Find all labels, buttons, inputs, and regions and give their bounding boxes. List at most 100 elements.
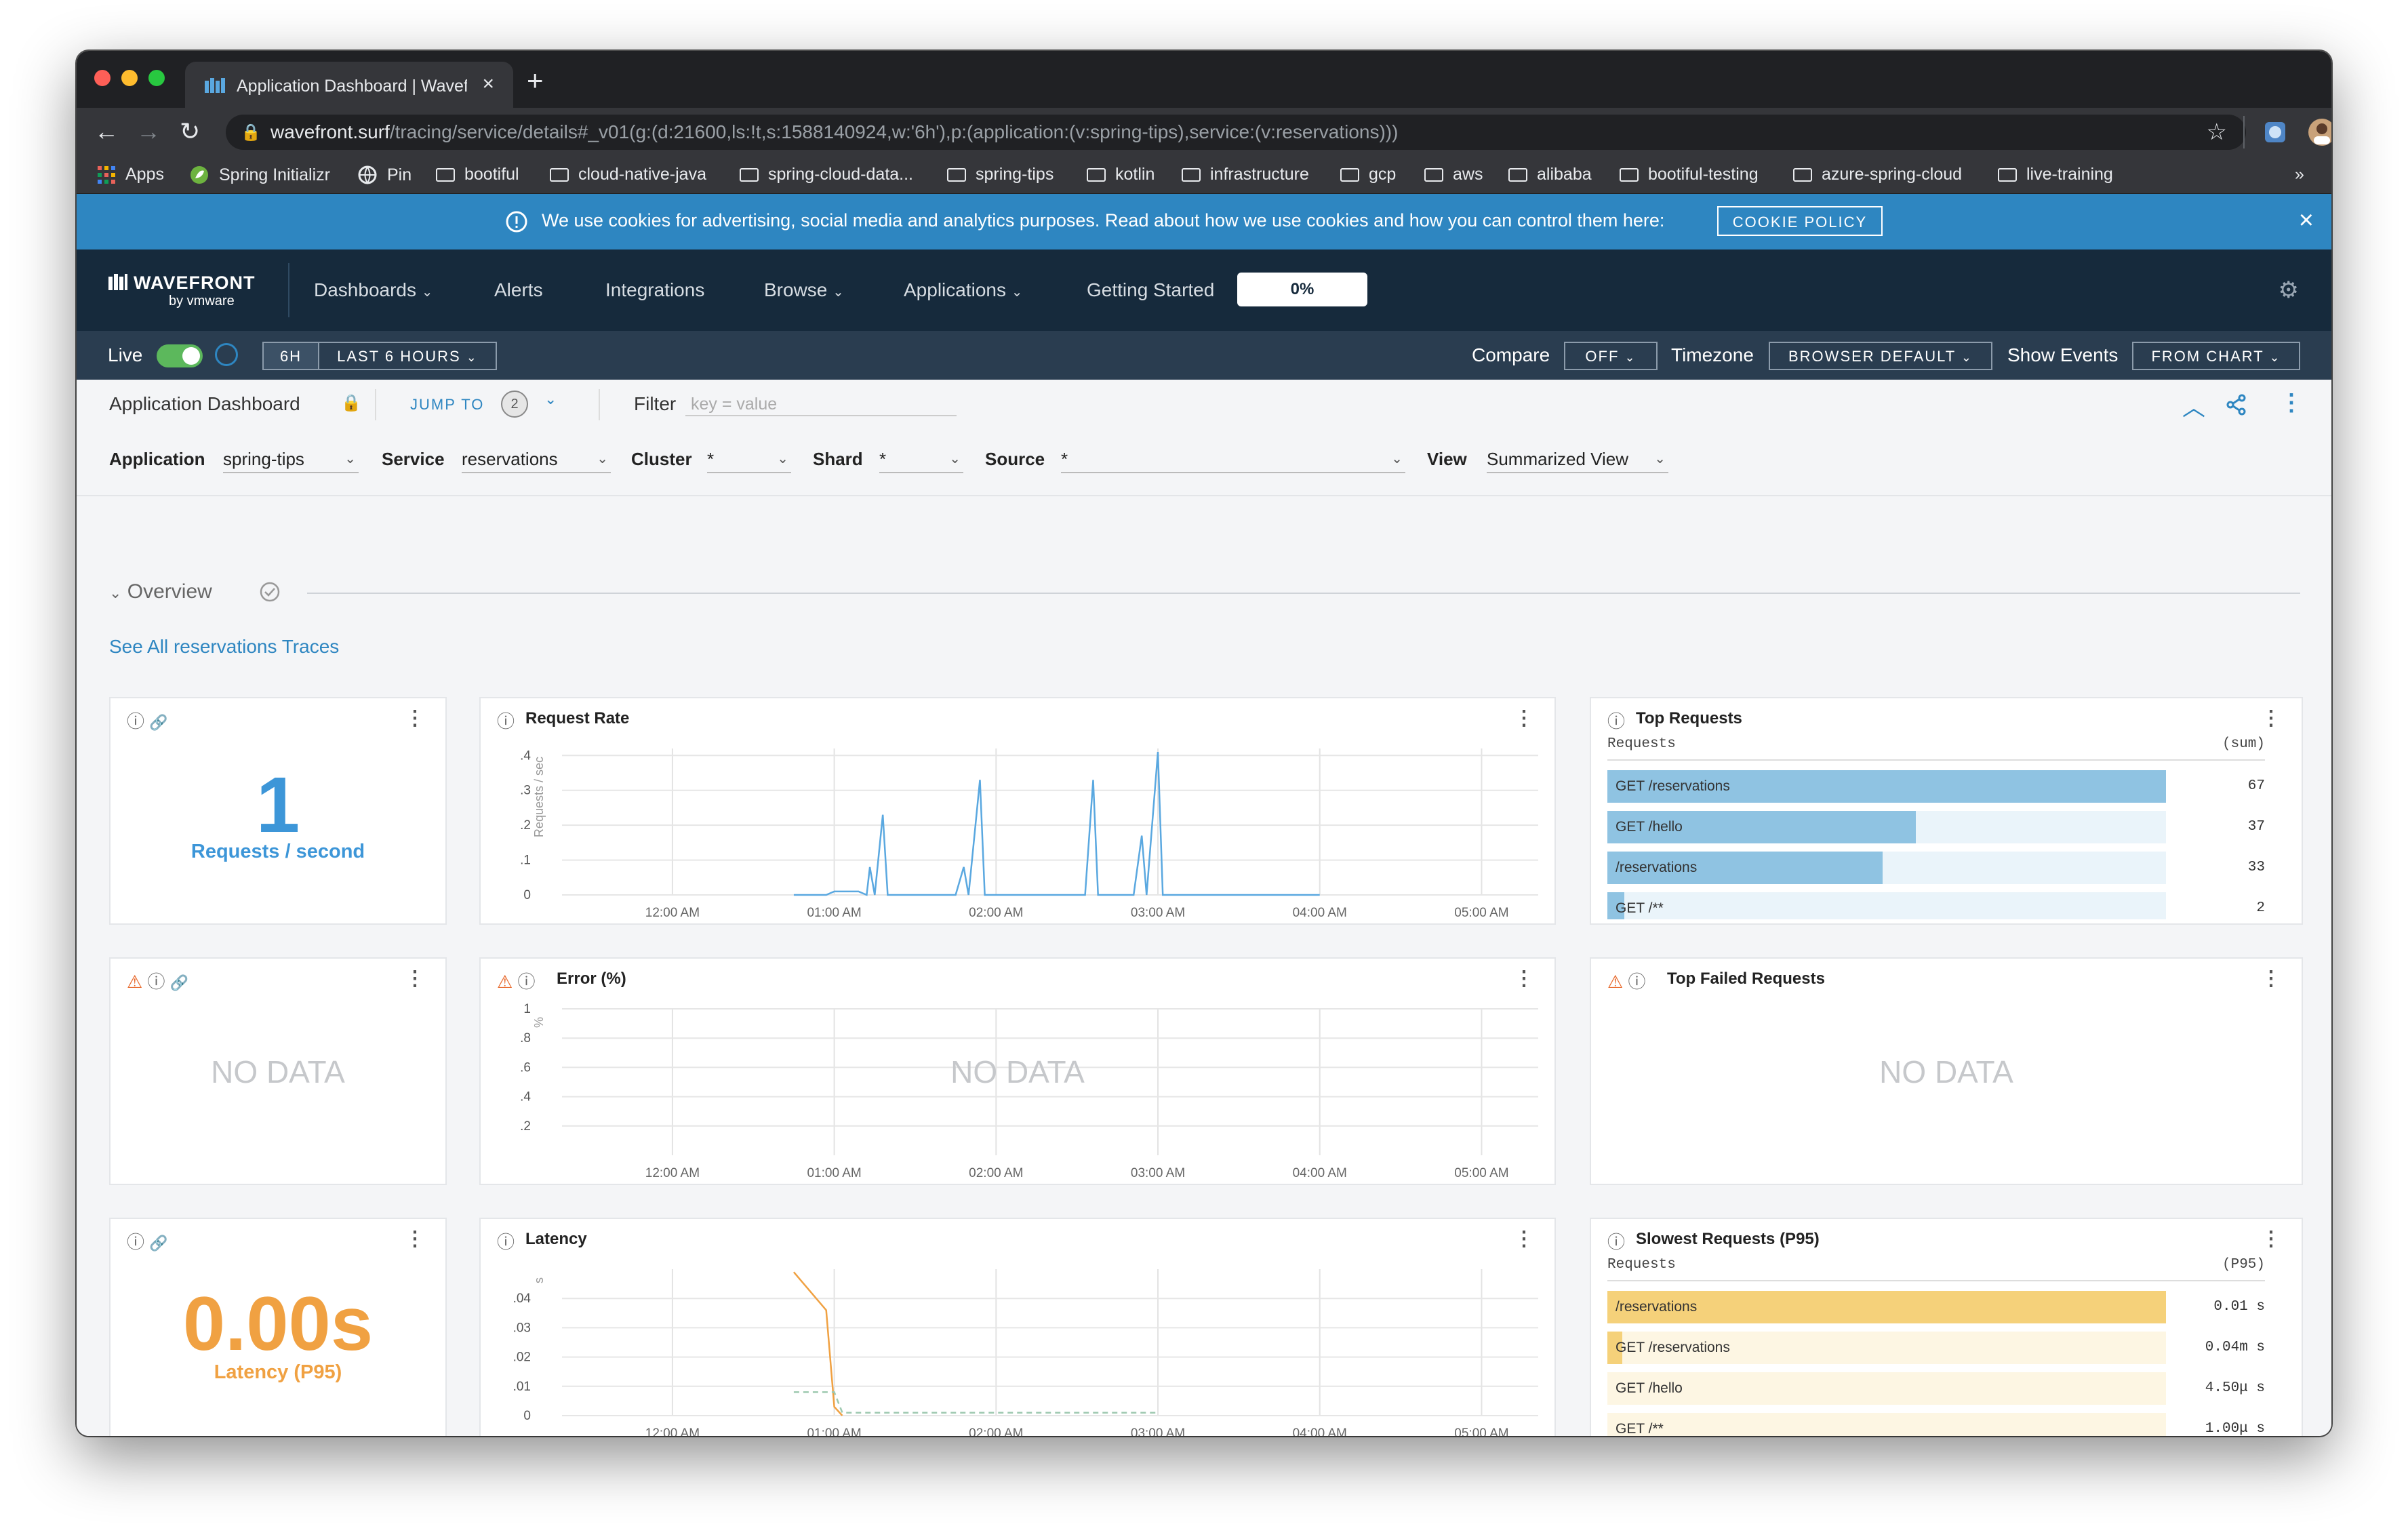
bookmark-folder[interactable]: alibaba xyxy=(1508,165,1592,184)
slowest-request-row[interactable]: GET /** 1.00μ s xyxy=(1607,1413,2265,1436)
see-all-traces-link[interactable]: See All reservations Traces xyxy=(109,636,340,657)
card-menu-icon[interactable]: ⋮ xyxy=(2261,1228,2281,1250)
application-select[interactable]: spring-tips ⌄ xyxy=(223,449,359,473)
latency-chart[interactable]: s 12:00 AM 01:00 AM 02:00 AM 03:00 AM 04:00 A… xyxy=(481,1253,1554,1436)
link-icon[interactable]: 🔗 xyxy=(149,714,168,731)
bookmark-folder[interactable]: live-training xyxy=(1998,165,2113,184)
bookmark-folder[interactable]: spring-tips xyxy=(947,165,1054,184)
slowest-request-row[interactable]: GET /reservations 0.04m s xyxy=(1607,1332,2265,1364)
info-icon[interactable]: ⓘ xyxy=(517,972,536,992)
link-icon[interactable]: 🔗 xyxy=(169,974,189,991)
series-line[interactable] xyxy=(792,1271,843,1416)
top-request-row[interactable]: GET /reservations 67 xyxy=(1607,770,2265,803)
bookmark-apps[interactable]: Apps xyxy=(97,165,164,184)
profile-avatar[interactable] xyxy=(2307,117,2331,147)
cookie-policy-button[interactable]: COOKIE POLICY xyxy=(1717,206,1883,236)
close-banner-icon[interactable]: × xyxy=(2298,206,2314,235)
shard-select[interactable]: * ⌄ xyxy=(879,449,963,473)
card-menu-icon[interactable]: ⋮ xyxy=(2261,707,2281,729)
bookmark-folder[interactable]: kotlin xyxy=(1087,165,1155,184)
live-toggle[interactable] xyxy=(157,344,203,367)
forward-arrow-icon[interactable]: → xyxy=(136,117,161,145)
new-tab-icon[interactable]: + xyxy=(527,64,544,96)
range-6h-button[interactable]: 6H xyxy=(262,342,319,370)
timezone-dropdown[interactable]: BROWSER DEFAULT ⌄ xyxy=(1769,342,1992,370)
minimize-window-button[interactable] xyxy=(121,70,138,86)
card-menu-icon[interactable]: ⋮ xyxy=(1514,967,1534,990)
bookmark-folder[interactable]: bootiful-testing xyxy=(1620,165,1759,184)
source-select[interactable]: * ⌄ xyxy=(1061,449,1405,473)
info-icon[interactable]: ⓘ xyxy=(147,972,165,992)
info-icon[interactable]: ⓘ xyxy=(127,1232,145,1252)
nav-alerts[interactable]: Alerts xyxy=(494,279,543,300)
link-icon[interactable]: 🔗 xyxy=(149,1235,168,1252)
series-line[interactable] xyxy=(793,752,1320,896)
reload-icon[interactable]: ↻ xyxy=(180,117,201,145)
compare-dropdown[interactable]: OFF ⌄ xyxy=(1564,342,1658,370)
bookmarks-overflow[interactable]: » xyxy=(2295,165,2304,184)
compare-label: Compare xyxy=(1472,344,1550,365)
nav-applications[interactable]: Applications ⌄ xyxy=(904,279,1023,301)
top-request-row[interactable]: /reservations 33 xyxy=(1607,852,2265,884)
extension-icon[interactable] xyxy=(2263,120,2287,144)
bookmark-folder[interactable]: gcp xyxy=(1340,165,1396,184)
bookmark-folder[interactable]: aws xyxy=(1424,165,1483,184)
bookmark-spring-initializr[interactable]: Spring Initializr xyxy=(189,165,330,185)
bookmark-folder[interactable]: spring-cloud-data... xyxy=(740,165,913,184)
warning-icon[interactable]: ⚠ xyxy=(1607,972,1624,992)
section-header-overview[interactable]: ⌄ Overview xyxy=(109,580,212,603)
gear-icon[interactable]: ⚙ xyxy=(2278,277,2299,303)
card-menu-icon[interactable]: ⋮ xyxy=(405,967,425,990)
collapse-icon[interactable]: ︿ xyxy=(2182,395,2205,421)
slowest-request-row[interactable]: GET /hello 4.50μ s xyxy=(1607,1372,2265,1405)
card-menu-icon[interactable]: ⋮ xyxy=(1514,707,1534,729)
nav-browse[interactable]: Browse ⌄ xyxy=(764,279,844,301)
service-select[interactable]: reservations ⌄ xyxy=(462,449,611,473)
wavefront-logo[interactable]: WAVEFRONT by vmware xyxy=(108,273,256,309)
info-icon[interactable]: ⓘ xyxy=(1628,972,1646,992)
info-icon[interactable]: ⓘ xyxy=(1607,1232,1626,1252)
card-menu-icon[interactable]: ⋮ xyxy=(2261,967,2281,990)
cluster-select[interactable]: * ⌄ xyxy=(707,449,791,473)
share-icon[interactable] xyxy=(2226,393,2247,416)
nav-dashboards[interactable]: Dashboards ⌄ xyxy=(314,279,433,301)
info-icon[interactable]: ⓘ xyxy=(127,711,145,732)
bookmark-pin[interactable]: Pin xyxy=(357,165,412,185)
tab-close-icon[interactable]: × xyxy=(482,73,494,95)
maximize-window-button[interactable] xyxy=(148,70,165,86)
filter-input[interactable]: key = value xyxy=(691,395,778,414)
error-chart[interactable]: % 12:00 AM 01:00 AM 02:00 AM 03:00 AM 04:00 A… xyxy=(481,993,1554,1185)
card-menu-icon[interactable]: ⋮ xyxy=(1514,1228,1534,1250)
show-events-dropdown[interactable]: FROM CHART ⌄ xyxy=(2132,342,2300,370)
nav-getting-started[interactable]: Getting Started xyxy=(1087,279,1215,300)
bookmark-folder[interactable]: bootiful xyxy=(436,165,519,184)
info-icon[interactable]: ⓘ xyxy=(497,1232,515,1252)
warning-icon[interactable]: ⚠ xyxy=(497,972,513,992)
bookmark-folder[interactable]: cloud-native-java xyxy=(550,165,706,184)
getting-started-progress[interactable]: 0% xyxy=(1237,273,1367,306)
view-select[interactable]: Summarized View ⌄ xyxy=(1487,449,1668,473)
address-bar[interactable]: 🔒 wavefront.surf/tracing/service/details… xyxy=(226,115,2246,150)
slowest-request-row[interactable]: /reservations 0.01 s xyxy=(1607,1291,2265,1323)
series-line[interactable] xyxy=(793,1391,1158,1414)
request-rate-chart[interactable]: Requests / sec 12:00 AM 01:00 AM 02:00 AM 03… xyxy=(481,732,1554,925)
bookmark-star-icon[interactable]: ☆ xyxy=(2206,119,2227,145)
card-menu-icon[interactable]: ⋮ xyxy=(405,1228,425,1250)
close-window-button[interactable] xyxy=(94,70,111,86)
nav-integrations[interactable]: Integrations xyxy=(605,279,705,300)
browser-tab[interactable]: Application Dashboard | Wavef × xyxy=(185,62,513,108)
dashboard-menu-icon[interactable]: ⋮ xyxy=(2280,390,2303,416)
card-menu-icon[interactable]: ⋮ xyxy=(405,707,425,729)
info-icon[interactable]: ⓘ xyxy=(1607,711,1626,732)
chevron-down-icon[interactable]: ⌄ xyxy=(544,391,557,407)
x-tick-label: 04:00 AM xyxy=(1293,1426,1347,1436)
top-request-row[interactable]: GET /** 2 xyxy=(1607,892,2265,919)
bookmark-folder[interactable]: azure-spring-cloud xyxy=(1793,165,1962,184)
bookmark-folder[interactable]: infrastructure xyxy=(1182,165,1309,184)
time-range-dropdown[interactable]: LAST 6 HOURS ⌄ xyxy=(318,342,497,370)
warning-icon[interactable]: ⚠ xyxy=(127,972,143,992)
top-request-row[interactable]: GET /hello 37 xyxy=(1607,811,2265,843)
info-icon[interactable]: ⓘ xyxy=(497,711,515,732)
back-arrow-icon[interactable]: ← xyxy=(94,117,119,145)
jump-to-button[interactable]: JUMP TO xyxy=(410,396,485,413)
